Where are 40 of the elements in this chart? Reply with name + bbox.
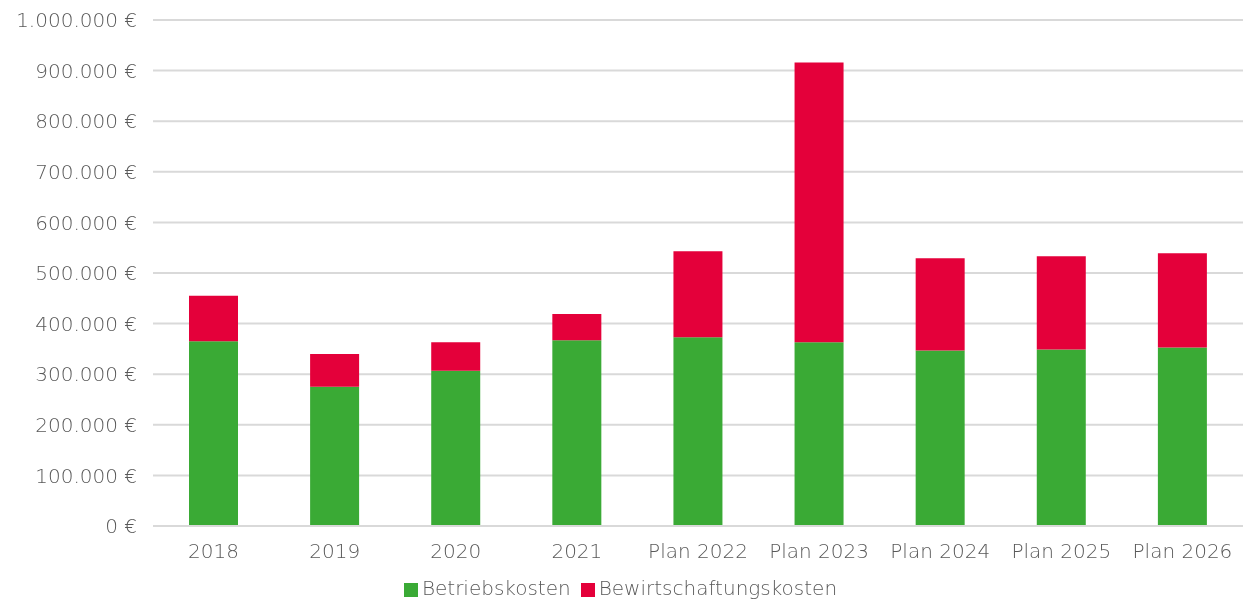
bar — [915, 350, 965, 526]
bar — [673, 337, 723, 526]
y-tick-label: 300.000 € — [35, 362, 137, 387]
y-tick-label: 200.000 € — [35, 412, 137, 437]
x-tick-label: Plan 2022 — [648, 539, 748, 564]
bar — [552, 313, 602, 341]
bar — [915, 258, 965, 351]
bar — [310, 353, 360, 387]
legend-label: Bewirtschaftungskosten — [598, 576, 838, 600]
bar — [794, 342, 844, 526]
bar — [673, 251, 723, 338]
x-tick-label: 2019 — [309, 539, 361, 564]
bar — [431, 342, 481, 371]
bar — [1157, 253, 1207, 348]
y-tick-label: 600.000 € — [35, 210, 137, 235]
legend-label: Betriebskosten — [421, 576, 571, 600]
y-tick-label: 700.000 € — [35, 159, 137, 184]
x-tick-label: Plan 2024 — [890, 539, 991, 564]
bar — [552, 340, 602, 526]
bar — [310, 386, 360, 526]
bar — [794, 62, 844, 343]
y-tick-label: 400.000 € — [35, 311, 137, 336]
y-tick-label: 800.000 € — [35, 109, 137, 134]
bar — [431, 370, 481, 526]
bar — [1036, 256, 1086, 350]
bar — [1036, 349, 1086, 526]
bar — [1157, 347, 1207, 526]
x-tick-label: Plan 2023 — [769, 539, 870, 564]
x-tick-label: 2018 — [188, 539, 240, 564]
x-tick-label: 2020 — [430, 539, 482, 564]
bar — [189, 341, 238, 526]
bar — [189, 295, 238, 342]
y-tick-label: 100.000 € — [35, 463, 137, 488]
y-tick-label: 0 € — [105, 514, 137, 539]
y-tick-label: 500.000 € — [35, 261, 137, 286]
x-tick-label: Plan 2025 — [1011, 539, 1112, 564]
x-tick-label: Plan 2026 — [1132, 539, 1233, 564]
y-tick-label: 1.000.000 € — [16, 8, 137, 33]
x-tick-label: 2021 — [551, 539, 603, 564]
y-tick-label: 900.000 € — [35, 58, 137, 83]
